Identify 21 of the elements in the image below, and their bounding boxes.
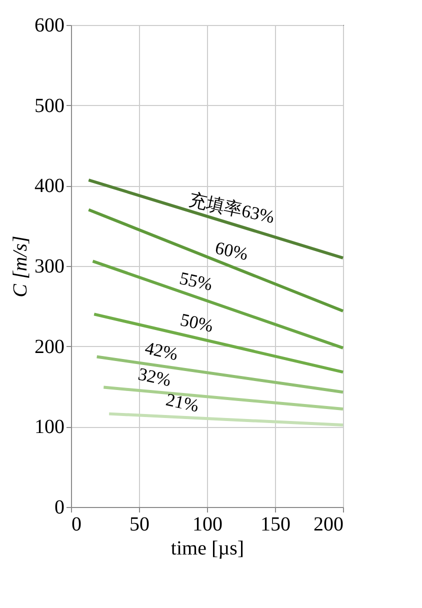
y-tick-label: 200 <box>34 336 64 358</box>
y-tick-label: 300 <box>34 256 64 278</box>
y-tick-label: 500 <box>34 94 64 117</box>
annotation: 充填率63% <box>187 189 276 228</box>
annotation: 50% <box>178 309 216 336</box>
x-tick-label: 100 <box>192 514 222 536</box>
x-tick-label: 50 <box>130 514 150 536</box>
y-tick-label: 0 <box>54 496 64 518</box>
y-tick-label: 400 <box>34 175 64 198</box>
y-tick-label: 100 <box>34 416 64 438</box>
annotation: 32% <box>136 364 173 390</box>
x-axis-title: time [µs] <box>170 538 244 560</box>
x-tick-label: 150 <box>260 514 290 536</box>
y-axis-title: C [m/s] <box>10 236 32 298</box>
y-tick-label: 600 <box>34 14 64 36</box>
annotation: 60% <box>213 238 250 264</box>
x-tick-label: 0 <box>72 514 82 536</box>
annotation: 21% <box>164 389 201 416</box>
annotation: 42% <box>143 338 180 364</box>
x-tick-label: 200 <box>314 514 344 536</box>
annotation: 55% <box>178 268 214 294</box>
